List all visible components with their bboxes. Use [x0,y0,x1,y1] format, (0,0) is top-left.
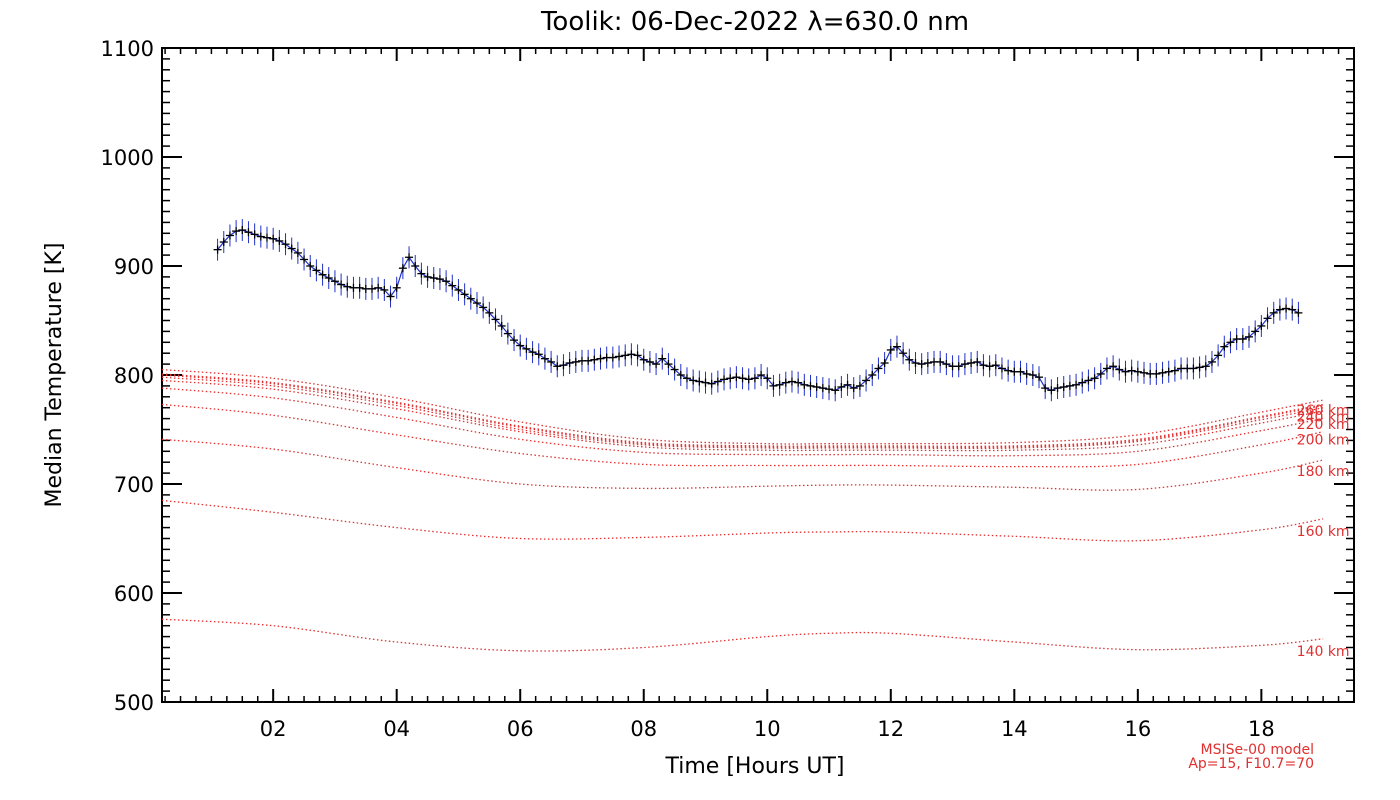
model-series-label: 260 km [1297,403,1350,419]
model-series-line [161,374,1324,449]
y-tick-label: 1100 [101,37,154,61]
y-tick-label: 600 [114,582,154,606]
x-axis-label: Time [Hours UT] [665,754,845,779]
model-series-label: 160 km [1297,524,1350,540]
x-tick-label: 10 [754,717,781,741]
measurement-line [217,229,1299,391]
y-axis-label: Median Temperature [K] [42,243,67,508]
model-series-label: 180 km [1297,464,1350,480]
model-series-label: 240 km [1297,409,1350,425]
model-series-line [161,438,1324,491]
measurement-group [213,219,1303,402]
chart-title: Toolik: 06-Dec-2022 λ=630.0 nm [540,7,969,37]
x-tick-label: 12 [877,717,904,741]
model-name-note: MSISe-00 model [1200,742,1314,758]
x-tick-labels: 02 04 06 08 10 12 14 16 18 [260,717,1275,741]
model-series-label: 220 km [1297,417,1350,433]
model-params-note: Ap=15, F10.7=70 [1188,756,1314,772]
model-series-line [161,618,1324,652]
model-series-line [161,379,1324,452]
x-tick-label: 08 [630,717,657,741]
y-tick-label: 800 [114,364,154,388]
y-tick-label: 500 [114,691,154,715]
model-series-label: 200 km [1297,432,1350,448]
y-tick-label: 700 [114,473,154,497]
model-series-group [161,368,1324,652]
x-tick-label: 02 [260,717,287,741]
x-tick-label: 18 [1248,717,1275,741]
x-tick-label: 04 [383,717,410,741]
model-series-line [161,387,1324,457]
axis-ticks [162,47,1354,703]
model-series-line [161,499,1324,542]
model-series-line [161,403,1324,468]
x-tick-label: 14 [1001,717,1028,741]
x-tick-label: 16 [1124,717,1151,741]
model-series-line [161,376,1324,450]
y-tick-label: 900 [114,255,154,279]
y-tick-labels: 500 600 700 800 900 1000 1100 [101,37,154,715]
model-series-label: 140 km [1297,644,1350,660]
y-tick-label: 1000 [101,146,154,170]
x-tick-label: 06 [507,717,534,741]
model-series-line [161,373,1324,447]
model-series-line [161,368,1324,445]
